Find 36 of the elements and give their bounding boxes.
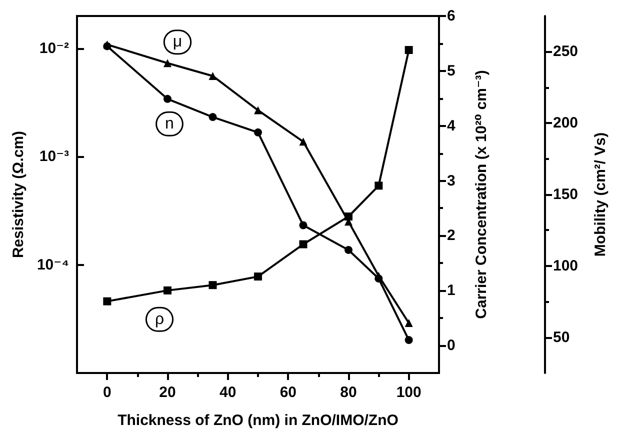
x-tick-label: 0 [102, 384, 112, 401]
x-tick-label: 80 [340, 384, 357, 401]
y3-axis-title: Mobility (cm²/ Vs) [592, 132, 609, 257]
point [254, 272, 262, 281]
y2-tick-label: 1 [447, 282, 456, 300]
y2-tick-label: 2 [447, 227, 456, 244]
x-tick-label: 100 [396, 384, 422, 401]
y2-tick-label: 0 [447, 337, 456, 354]
series-label: μ [172, 34, 182, 51]
y3-tick-label: 250 [553, 43, 578, 60]
y-tick-label: 10⁻³ [39, 148, 69, 166]
y3-tick-label: 100 [553, 257, 578, 274]
y2-tick-label: 5 [447, 62, 456, 80]
y2-axis-title: Carrier Concentration (x 10²⁰ cm⁻³) [473, 70, 490, 319]
y3-tick-label: 50 [553, 328, 570, 346]
point [404, 46, 413, 54]
y-tick-label: 10⁻² [39, 40, 69, 58]
y2-tick-label: 6 [447, 8, 456, 24]
point [103, 297, 112, 306]
y-tick-label: 10⁻⁴ [36, 256, 69, 274]
point [299, 240, 308, 248]
point [164, 286, 172, 294]
x-tick-label: 20 [159, 384, 176, 401]
y2-tick-label: 4 [447, 117, 456, 134]
point [344, 212, 352, 220]
point [374, 182, 383, 190]
y3-tick-label: 150 [553, 186, 578, 203]
y3-tick-label: 200 [553, 114, 578, 132]
point [208, 281, 217, 290]
x-tick-label: 60 [280, 384, 297, 401]
series-label: ρ [154, 310, 164, 328]
x-axis-title: Thickness of ZnO (nm) in ZnO/IMO/ZnO [118, 412, 399, 429]
x-tick-label: 40 [219, 384, 236, 401]
y-axis-title: Resistivity (Ω.cm) [10, 130, 28, 258]
series-label: n [165, 115, 174, 132]
y2-tick-label: 3 [447, 172, 456, 190]
